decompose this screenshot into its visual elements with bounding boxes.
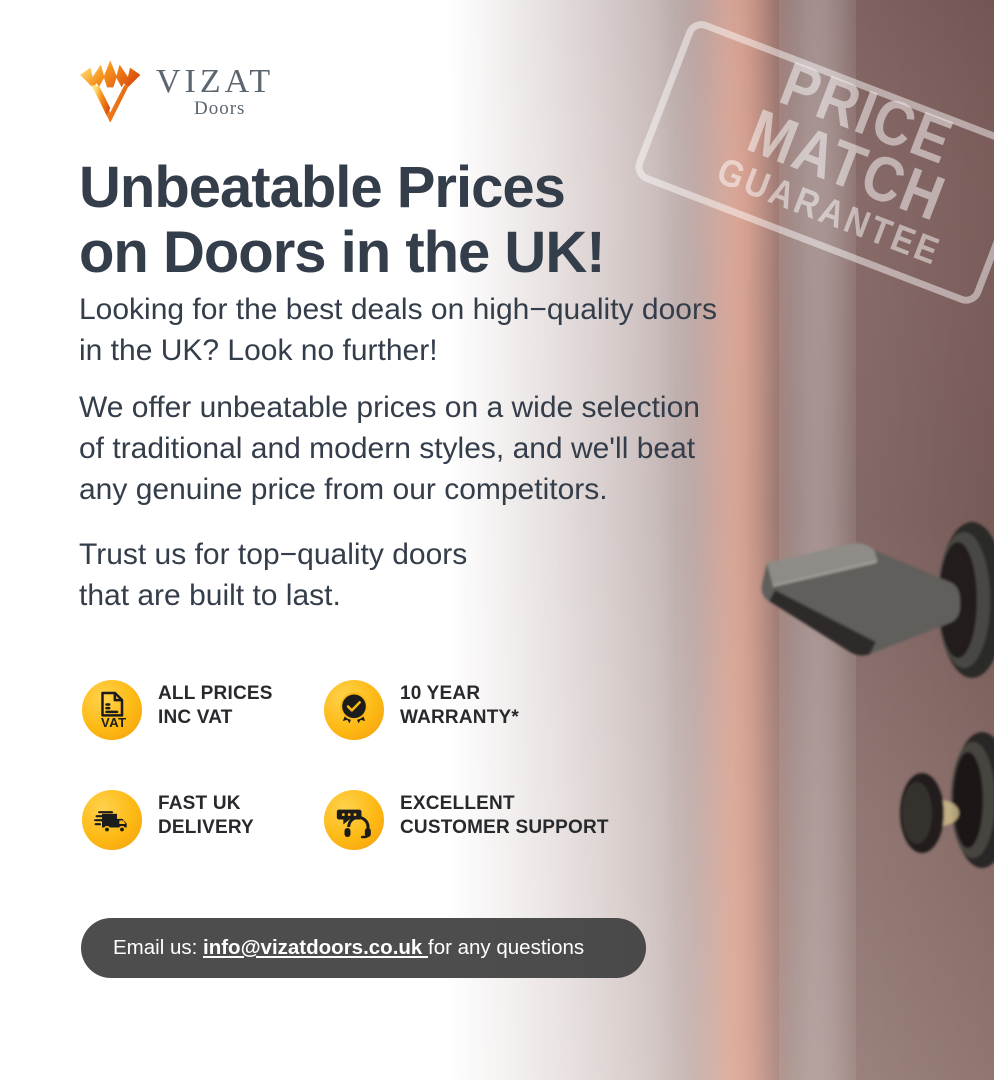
svg-text:VIZAT: VIZAT: [156, 63, 274, 100]
svg-text:VAT: VAT: [101, 715, 127, 730]
svg-text:Doors: Doors: [194, 98, 245, 119]
